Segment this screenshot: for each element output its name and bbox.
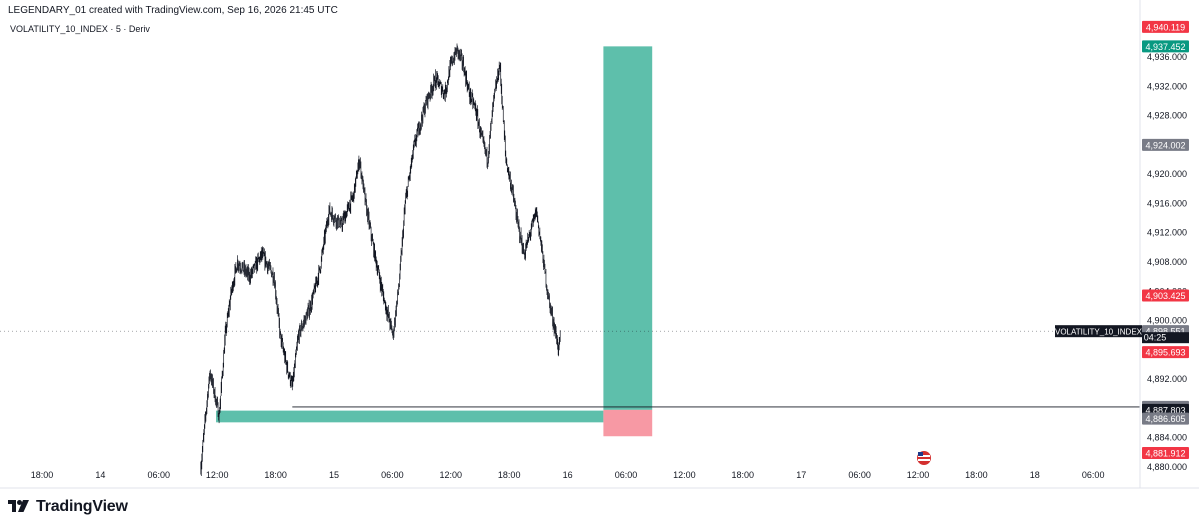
x-tick-label: 06:00 [381, 470, 404, 480]
price-badge-bg [1142, 138, 1189, 151]
flag-stripe [918, 455, 930, 457]
y-tick-label: 4,900.000 [1147, 316, 1187, 326]
demand-zone [216, 410, 604, 423]
price-badge-bg [1142, 20, 1189, 33]
stop-loss-zone [603, 409, 653, 437]
price-badge: 4,940.119 [1142, 20, 1189, 33]
flag-stripe [918, 459, 930, 461]
y-tick-label: 4,932.000 [1147, 81, 1187, 91]
price-badge-bg [1142, 346, 1189, 359]
price-badge: 4,881.912 [1142, 447, 1189, 460]
x-axis[interactable]: 18:00 14 06:00 12:00 18:00 15 06:00 12:00 18:00 1… [0, 470, 1199, 489]
take-profit-zone [603, 46, 653, 410]
price-badge-label: 4,895.693 [1145, 348, 1185, 358]
price-badge-label: 4,903.425 [1145, 291, 1185, 301]
candles-layer [200, 43, 561, 476]
chart-attribution: LEGENDARY_01 created with TradingView.co… [8, 5, 338, 16]
symbol-legend[interactable]: VOLATILITY_10_INDEX · 5 · Deriv [10, 24, 150, 34]
y-tick-label: 4,936.000 [1147, 52, 1187, 62]
price-badge-label: 4,924.002 [1145, 140, 1185, 150]
tradingview-logo[interactable]: TradingView [8, 497, 128, 517]
x-tick-label: 06:00 [848, 470, 871, 480]
y-tick-label: 4,916.000 [1147, 198, 1187, 208]
x-tick-label: 06:00 [148, 470, 171, 480]
x-tick-label: 12:00 [206, 470, 229, 480]
y-tick-label: 4,908.000 [1147, 257, 1187, 267]
countdown-label: 04:25 [1144, 333, 1167, 343]
tradingview-logo-icon [8, 500, 29, 512]
countdown-bg [1142, 332, 1189, 344]
price-badge-bg [1142, 447, 1189, 460]
x-tick-label: 18:00 [965, 470, 988, 480]
zones-layer [216, 46, 653, 437]
symbol-tag-label: VOLATILITY_10_INDEX [1055, 328, 1143, 337]
y-tick-label: 4,928.000 [1147, 111, 1187, 121]
x-tick-label: 15 [329, 470, 339, 480]
price-badge-label: 4,887.803 [1145, 405, 1185, 415]
x-tick-label: 18 [1030, 470, 1040, 480]
price-badge: 4,903.425 [1142, 289, 1189, 302]
price-badge: 4,924.002 [1142, 138, 1189, 151]
flag-canton [918, 452, 923, 456]
x-tick-label: 18:00 [264, 470, 287, 480]
us-flag-icon [917, 451, 931, 465]
price-badge-bg [1142, 412, 1189, 425]
price-badge: 4,886.605 [1142, 412, 1189, 425]
y-tick-label: 4,912.000 [1147, 228, 1187, 238]
y-tick-label: 4,892.000 [1147, 374, 1187, 384]
price-badge-label: 4,886.605 [1145, 414, 1185, 424]
x-tick-label: 18:00 [498, 470, 521, 480]
x-tick-label: 06:00 [615, 470, 638, 480]
x-tick-label: 06:00 [1082, 470, 1105, 480]
price-badge: 4,895.693 [1142, 346, 1189, 359]
tradingview-logo-text: TradingView [36, 498, 128, 515]
x-tick-label: 14 [95, 470, 105, 480]
price-badges-layer: 4,940.119 4,937.452 4,924.002 4,903.425 4,89… [1142, 20, 1189, 460]
price-badge-label: 4,898.551 [1145, 327, 1185, 337]
lines-layer [0, 330, 1140, 408]
price-badge-bg [1142, 289, 1189, 302]
y-tick-label: 4,880.000 [1147, 462, 1187, 472]
x-tick-label: 12:00 [907, 470, 930, 480]
x-tick-label: 18:00 [31, 470, 54, 480]
x-tick-label: 17 [796, 470, 806, 480]
y-tick-label: 4,884.000 [1147, 433, 1187, 443]
price-badge-label: 4,940.119 [1146, 22, 1185, 32]
symbol-tag-bg [1055, 325, 1142, 338]
x-tick-label: 12:00 [673, 470, 696, 480]
price-badge-label: 4,937.452 [1145, 42, 1185, 52]
price-badge: 4,937.452 [1142, 40, 1189, 53]
x-tick-label: 16 [563, 470, 573, 480]
x-tick-label: 12:00 [440, 470, 463, 480]
price-badge-bg [1142, 40, 1189, 53]
x-tick-label: 18:00 [732, 470, 755, 480]
y-tick-label: 4,920.000 [1147, 169, 1187, 179]
price-badge-label: 4,881.912 [1145, 449, 1185, 459]
